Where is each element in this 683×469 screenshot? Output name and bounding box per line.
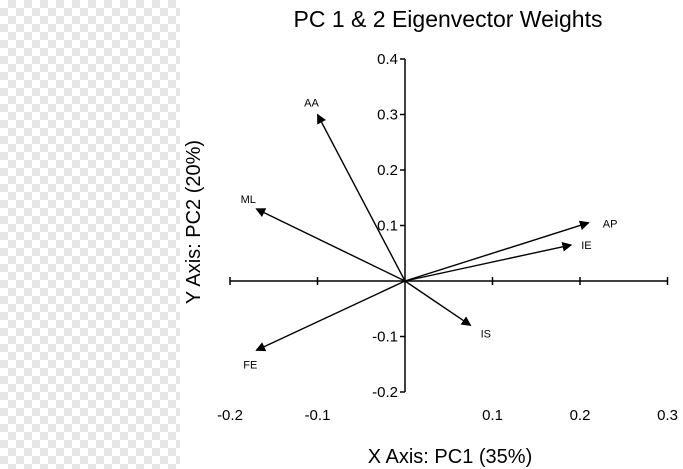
y-ticks: 0.4 0.3 0.2 0.1 -0.1 -0.2	[372, 51, 405, 401]
y-tick-label: 0.3	[377, 107, 398, 124]
x-tick-label: 0.2	[570, 407, 591, 424]
vector-label-ie: IE	[581, 240, 591, 252]
chart-title: PC 1 & 2 Eigenvector Weights	[294, 6, 603, 32]
x-tick-label: -0.2	[217, 407, 243, 424]
y-tick-label: 0.4	[377, 51, 398, 68]
vector-arrow-aa	[316, 113, 406, 282]
vectors: AA ML AP IE IS FE	[241, 98, 618, 372]
y-tick-label: -0.1	[372, 329, 398, 346]
vector-arrow-ap	[404, 220, 590, 282]
vector-arrow-fe	[255, 280, 406, 352]
vector-arrow-ie	[404, 242, 573, 282]
vector-label-ml: ML	[241, 194, 256, 206]
y-tick-label: 0.2	[377, 162, 398, 179]
y-axis-title: Y Axis: PC2 (20%)	[183, 140, 205, 304]
vector-label-aa: AA	[304, 98, 319, 110]
x-tick-label: 0.3	[657, 407, 678, 424]
vector-label-ap: AP	[603, 219, 618, 231]
y-tick-label: 0.1	[377, 218, 398, 235]
y-tick-label: -0.2	[372, 384, 398, 401]
x-ticks: -0.2 -0.1 0.1 0.2 0.3	[217, 277, 678, 424]
vector-label-fe: FE	[243, 359, 257, 371]
vector-arrow-ml	[255, 208, 406, 282]
vector-label-is: IS	[481, 328, 491, 340]
x-axis-title: X Axis: PC1 (35%)	[368, 446, 533, 468]
chart-figure	[180, 0, 683, 469]
x-tick-label: 0.1	[482, 407, 503, 424]
x-tick-label: -0.1	[305, 407, 331, 424]
vector-arrow-is	[404, 280, 472, 326]
